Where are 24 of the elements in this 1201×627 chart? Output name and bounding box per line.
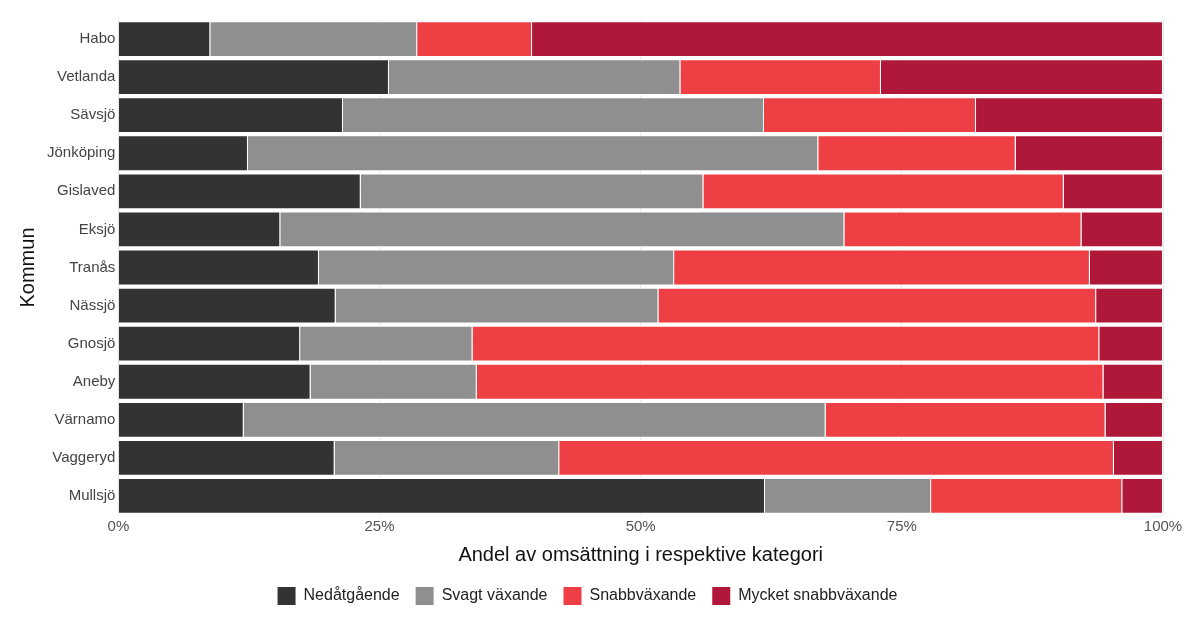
y-tick-label: Jönköping — [47, 143, 116, 161]
x-tick-label: 50% — [625, 517, 656, 535]
x-tick-label: 25% — [364, 517, 395, 535]
y-tick-label: Sävsjö — [70, 105, 116, 123]
y-tick-label: Mullsjö — [68, 486, 116, 504]
legend-label: Nedåtgående — [303, 586, 400, 604]
y-axis-title: Kommun — [15, 227, 38, 308]
y-tick-label: Gnosjö — [67, 333, 116, 351]
y-tick-label: Aneby — [72, 371, 116, 389]
x-axis-title: Andel av omsättning i respektive kategori — [458, 542, 824, 565]
y-tick-label: Nässjö — [69, 295, 116, 313]
y-tick-label: Tranås — [69, 257, 116, 275]
legend-label: Mycket snabbväxande — [738, 586, 898, 604]
y-tick-label: Vaggeryd — [52, 448, 116, 466]
y-tick-label: Gislaved — [57, 181, 116, 199]
y-tick-label: Vetlanda — [57, 67, 117, 85]
legend-label: Snabbväxande — [589, 586, 697, 604]
x-tick-label: 75% — [886, 517, 917, 535]
y-tick-label: Eksjö — [78, 219, 116, 237]
x-tick-label: 100% — [1143, 517, 1183, 535]
y-tick-label: Värnamo — [54, 409, 116, 427]
legend-label: Svagt växande — [441, 586, 548, 604]
x-tick-label: 0% — [107, 517, 130, 535]
y-tick-label: Habo — [79, 29, 116, 47]
